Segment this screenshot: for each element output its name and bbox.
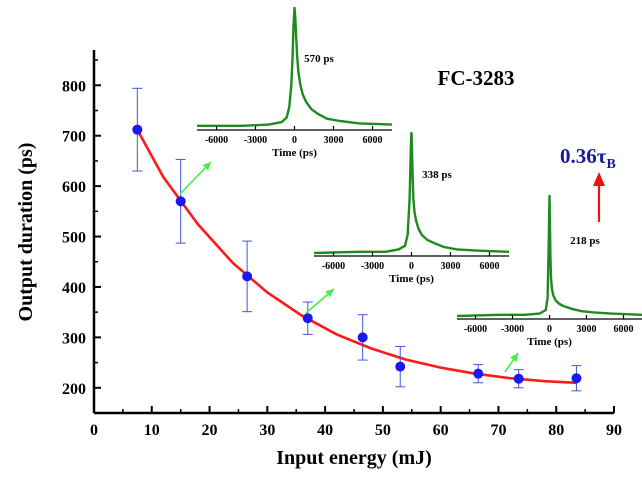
inset-1-tick-label: -3000 [244, 135, 267, 146]
inset-3-tick-label: -3000 [501, 324, 524, 335]
pointer-arrow-head [325, 289, 334, 298]
inset-3-trace [456, 194, 642, 318]
data-point [473, 368, 484, 379]
y-tick-label: 300 [62, 330, 86, 347]
y-tick-label: 400 [62, 280, 86, 297]
tau-annotation-label: 0.36τB [560, 144, 616, 172]
x-tick-label: 60 [433, 422, 449, 439]
y-tick-label: 600 [62, 179, 86, 196]
y-tick-label: 500 [62, 230, 86, 247]
inset-2-x-label: Time (ps) [389, 273, 434, 285]
tau-annotation-value: 0.36 [560, 144, 597, 168]
x-tick-label: 90 [606, 422, 622, 439]
red-arrow [593, 172, 605, 222]
data-point [175, 196, 186, 207]
inset-3-tick-label: 3000 [577, 324, 597, 335]
inset-2-duration-label: 338 ps [422, 169, 452, 181]
inset-1-tick-label: -6000 [205, 135, 228, 146]
tau-subscript: B [606, 157, 615, 172]
pointer-arrow-head [510, 353, 518, 362]
inset-2-tick-label: 3000 [441, 261, 461, 272]
inset-1-x-label: Time (ps) [272, 147, 317, 159]
inset-3-duration-label: 218 ps [570, 235, 600, 247]
inset-3-x-label: Time (ps) [527, 336, 572, 348]
data-point [302, 313, 313, 324]
inset-1-tick-label: 6000 [363, 135, 383, 146]
inset-1-duration-label: 570 ps [304, 53, 334, 65]
x-tick-label: 10 [144, 422, 160, 439]
data-point [357, 332, 368, 343]
inset-2-tick-label: -6000 [322, 261, 345, 272]
inset-1: -6000 -3000 0 3000 6000 Time (ps) 570 ps [197, 6, 393, 159]
x-ticks: 0 10 20 30 40 50 60 70 80 90 [90, 406, 622, 439]
data-point [513, 373, 524, 384]
x-tick-label: 40 [317, 422, 333, 439]
x-tick-label: 50 [375, 422, 391, 439]
data-point [242, 271, 253, 282]
y-tick-label: 700 [62, 129, 86, 146]
inset-2-tick-label: -3000 [361, 261, 384, 272]
inset-1-trace [197, 6, 393, 127]
inset-2-tick-label: 0 [409, 261, 414, 272]
data-point [571, 373, 582, 384]
y-ticks: 200 300 400 500 600 700 800 [62, 59, 101, 414]
tau-symbol: τ [597, 144, 607, 168]
inset-2: -6000 -3000 0 3000 6000 Time (ps) 338 ps [313, 131, 510, 285]
pointer-arrows [179, 161, 519, 373]
inset-3: -6000 -3000 0 3000 6000 Time (ps) 218 ps [456, 194, 642, 348]
fit-curve [136, 128, 578, 385]
inset-1-tick-label: 3000 [324, 135, 344, 146]
chart-title: FC-3283 [438, 66, 515, 90]
inset-3-tick-label: 0 [547, 324, 552, 335]
y-axis-label: Output duration (ps) [15, 143, 37, 322]
data-point [395, 361, 406, 372]
tau-annotation: 0.36τB [560, 144, 616, 222]
data-point [132, 124, 143, 135]
x-tick-label: 80 [548, 422, 564, 439]
inset-3-tick-label: -6000 [464, 324, 487, 335]
fit-layer [136, 128, 578, 385]
plot-frame [92, 50, 614, 415]
x-tick-label: 20 [202, 422, 218, 439]
x-axis-label: Input energy (mJ) [276, 447, 432, 469]
y-tick-label: 800 [62, 78, 86, 95]
x-tick-label: 70 [490, 422, 506, 439]
y-tick-label: 200 [62, 381, 86, 398]
pointer-arrow-head [202, 162, 211, 171]
inset-2-trace [313, 131, 510, 255]
x-tick-label: 0 [90, 422, 98, 439]
x-tick-label: 30 [259, 422, 275, 439]
inset-2-tick-label: 6000 [480, 261, 500, 272]
inset-3-tick-label: 6000 [614, 324, 634, 335]
red-arrow-head [593, 172, 605, 186]
points-layer [132, 87, 582, 392]
inset-1-tick-label: 0 [292, 135, 297, 146]
